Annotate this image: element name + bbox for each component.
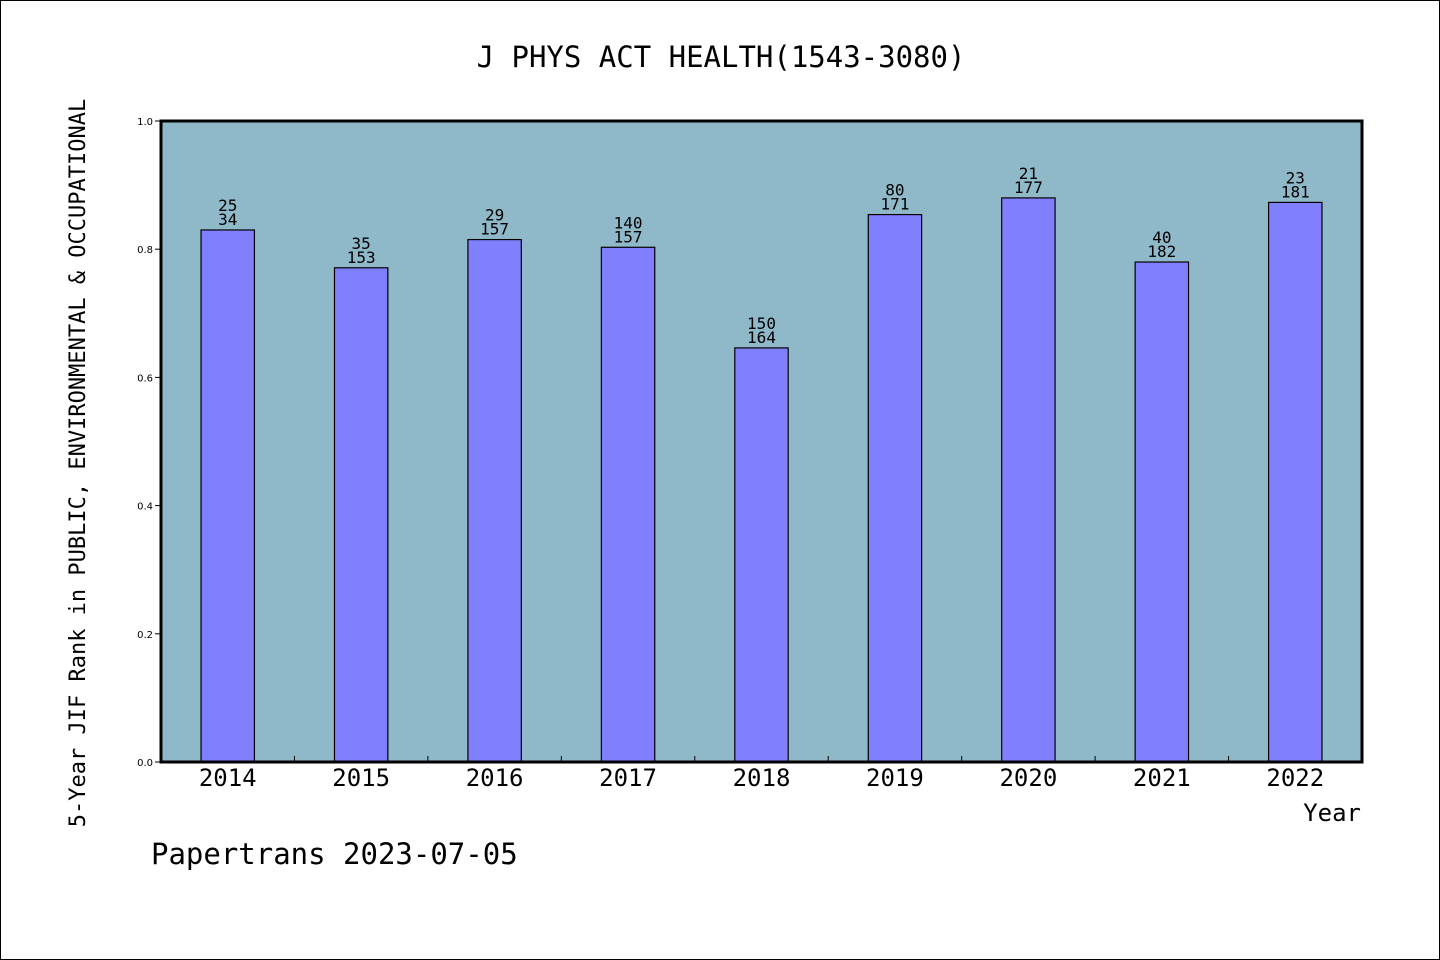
bar (200, 229, 256, 763)
x-tick-label: 2021 (1133, 764, 1191, 792)
y-tick-label: 0.6 (137, 373, 153, 384)
bar-total-label: 181 (1281, 182, 1310, 201)
bar (867, 213, 923, 763)
bar (333, 267, 389, 763)
x-tick-label: 2018 (733, 764, 791, 792)
bar-rank-label: 140 (614, 213, 643, 232)
y-axis-label: 5-Year JIF Rank in PUBLIC, ENVIRONMENTAL… (66, 99, 91, 827)
y-tick-label: 0.0 (137, 758, 153, 769)
bar-total-label: 153 (347, 248, 376, 267)
bar-rank-label: 29 (485, 206, 504, 225)
bar-total-label: 182 (1147, 242, 1176, 261)
bar-total-label: 34 (218, 210, 237, 229)
x-axis: 2014 2015 2016 2017 2018 2019 2020 2021 2022 (199, 756, 1324, 792)
bar-total-label: 171 (880, 195, 909, 214)
bar-rank-label: 21 (1019, 164, 1038, 183)
y-tick-label: 0.4 (137, 502, 153, 513)
bar-rank-label: 23 (1286, 168, 1305, 187)
bar (600, 246, 656, 763)
bar-rank-label: 25 (218, 196, 237, 215)
bar-total-label: 177 (1014, 178, 1043, 197)
plot-border (159, 119, 1364, 764)
bar-total-label: 164 (747, 328, 776, 347)
x-tick-label: 2022 (1266, 764, 1324, 792)
footer-credit: Papertrans 2023-07-05 (151, 837, 518, 871)
bar (734, 347, 789, 763)
chart-title: J PHYS ACT HEALTH(1543-3080) (477, 40, 966, 74)
bar (467, 238, 522, 763)
bar-rank-label: 150 (747, 314, 776, 333)
bar (1001, 197, 1056, 763)
y-tick-label: 0.8 (137, 245, 153, 256)
x-tick-label: 2019 (866, 764, 924, 792)
x-tick-label: 2014 (199, 764, 257, 792)
x-tick-label: 2017 (599, 764, 657, 792)
x-tick-label: 2015 (332, 764, 390, 792)
bar-rank-label: 40 (1152, 228, 1171, 247)
y-tick-label: 1.0 (137, 117, 153, 128)
y-axis: 0.0 0.2 0.4 0.6 0.8 1.0 (137, 117, 161, 769)
bar-total-label: 157 (480, 220, 509, 239)
x-tick-label: 2020 (999, 764, 1057, 792)
bar (1134, 261, 1190, 763)
bar-rank-label: 80 (885, 181, 904, 200)
bar-rank-label: 35 (352, 234, 371, 253)
x-axis-label: Year (1303, 799, 1361, 827)
bar (1267, 201, 1323, 763)
bar-total-label: 157 (614, 227, 643, 246)
x-tick-label: 2016 (466, 764, 524, 792)
y-tick-label: 0.2 (137, 630, 153, 641)
